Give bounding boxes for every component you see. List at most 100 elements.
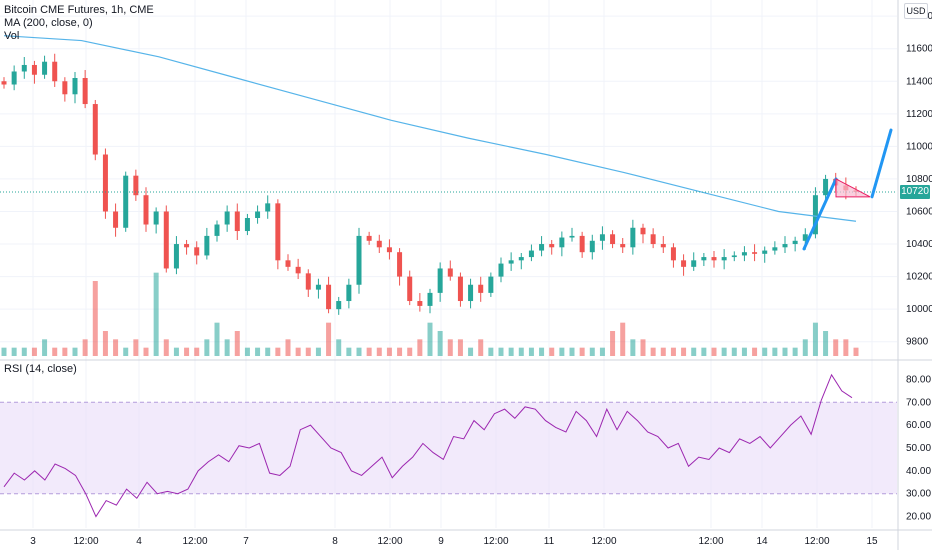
volume-bar: [102, 331, 108, 356]
time-tick-label: 12:00: [182, 536, 207, 547]
volume-bar: [670, 347, 676, 356]
candle-body: [376, 240, 382, 248]
volume-bar: [782, 347, 788, 356]
time-tick-label: 9: [438, 536, 444, 547]
currency-button[interactable]: USD: [904, 3, 928, 19]
volume-bar: [630, 339, 636, 356]
symbol-legend[interactable]: Bitcoin CME Futures, 1h, CME: [4, 4, 154, 16]
volume-bar: [599, 347, 605, 356]
candle-body: [224, 211, 230, 225]
volume-bar: [731, 347, 737, 356]
candle-body: [417, 301, 423, 306]
candle-body: [133, 175, 139, 196]
candle-body: [599, 234, 605, 241]
time-tick-label: 11: [544, 536, 555, 547]
volume-bar: [336, 339, 342, 356]
volume-bar: [792, 347, 798, 356]
time-tick-label: 15: [866, 536, 878, 547]
volume-bar: [559, 347, 565, 356]
volume-bar: [539, 347, 545, 356]
candle-body: [92, 104, 98, 155]
candle-body: [11, 71, 17, 85]
volume-bar: [681, 347, 687, 356]
ma-200-line: [3, 35, 857, 222]
volume-bar: [721, 347, 727, 356]
price-axis[interactable]: 1180011600114001120011000108001060010400…: [906, 11, 932, 348]
candle-body: [681, 260, 687, 267]
price-tick-label: 10600: [906, 206, 932, 217]
candle-body: [488, 276, 494, 293]
candle-body: [163, 211, 169, 269]
candle-body: [508, 260, 514, 264]
price-tick-label: 10800: [906, 174, 932, 185]
candle-body: [660, 244, 666, 248]
candle-body: [407, 276, 413, 302]
candle-body: [204, 235, 210, 256]
price-tick-label: 11400: [906, 76, 932, 87]
candle-body: [82, 78, 88, 105]
candle-body: [670, 247, 676, 261]
rsi-legend[interactable]: RSI (14, close): [4, 363, 77, 375]
rsi-tick-label: 30.00: [906, 489, 931, 500]
volume-bar: [153, 272, 159, 356]
price-tick-label: 11600: [906, 44, 932, 55]
time-tick-label: 12:00: [698, 536, 723, 547]
volume-bar: [427, 322, 433, 356]
volume-legend[interactable]: Vol: [4, 30, 20, 42]
price-candles: [1, 53, 859, 315]
candle-body: [326, 284, 332, 310]
volume-bar: [397, 347, 403, 356]
price-tick-label: 10400: [906, 239, 932, 250]
volume-bar: [123, 347, 129, 356]
candle-body: [792, 240, 798, 245]
volume-bar: [498, 347, 504, 356]
candle-body: [518, 257, 524, 261]
candle-body: [823, 178, 829, 196]
candle-body: [812, 195, 818, 235]
volume-bar: [376, 347, 382, 356]
pattern-drawings[interactable]: [802, 128, 893, 251]
volume-bar: [42, 339, 48, 356]
rsi-axis[interactable]: 80.00 70.00 60.00 50.00 40.00 30.00 20.00: [906, 374, 931, 522]
candle-body: [802, 234, 808, 241]
ma-legend[interactable]: MA (200, close, 0): [4, 17, 93, 29]
candle-body: [549, 244, 555, 248]
rsi-band-lines: [0, 401, 897, 495]
volume-bar: [549, 347, 555, 356]
time-tick-label: 14: [756, 536, 768, 547]
candle-body: [143, 195, 149, 225]
volume-bar: [184, 347, 190, 356]
volume-bar: [691, 347, 697, 356]
candle-body: [691, 260, 697, 267]
candle-body: [386, 247, 392, 253]
volume-bar: [823, 331, 829, 356]
candle-body: [630, 227, 636, 248]
candle-body: [528, 250, 534, 258]
volume-bar: [11, 347, 17, 356]
candle-body: [31, 64, 37, 75]
volume-bar: [762, 347, 768, 356]
volume-bar: [275, 347, 281, 356]
rsi-tick-label: 50.00: [906, 443, 931, 454]
volume-bar: [620, 322, 626, 356]
candle-body: [397, 252, 403, 277]
volume-bar: [650, 347, 656, 356]
rsi-tick-label: 60.00: [906, 420, 931, 431]
candle-body: [427, 292, 433, 306]
candle-body: [295, 266, 301, 274]
volume-bar: [72, 347, 78, 356]
candle-body: [741, 252, 747, 256]
candle-body: [72, 78, 78, 95]
candle-body: [539, 244, 545, 251]
candle-body: [701, 257, 707, 261]
volume-bar: [133, 339, 139, 356]
candle-body: [762, 250, 768, 254]
rsi-tick-label: 40.00: [906, 466, 931, 477]
volume-bar: [660, 347, 666, 356]
volume-bar: [447, 339, 453, 356]
candle-body: [782, 244, 788, 248]
last-price-label: 10720: [900, 184, 930, 199]
time-axis[interactable]: 3 12:00 4 12:00 7 8 12:00 9 12:00 11 12:00 12:00 14 1…: [30, 536, 878, 547]
candle-body: [42, 61, 48, 75]
